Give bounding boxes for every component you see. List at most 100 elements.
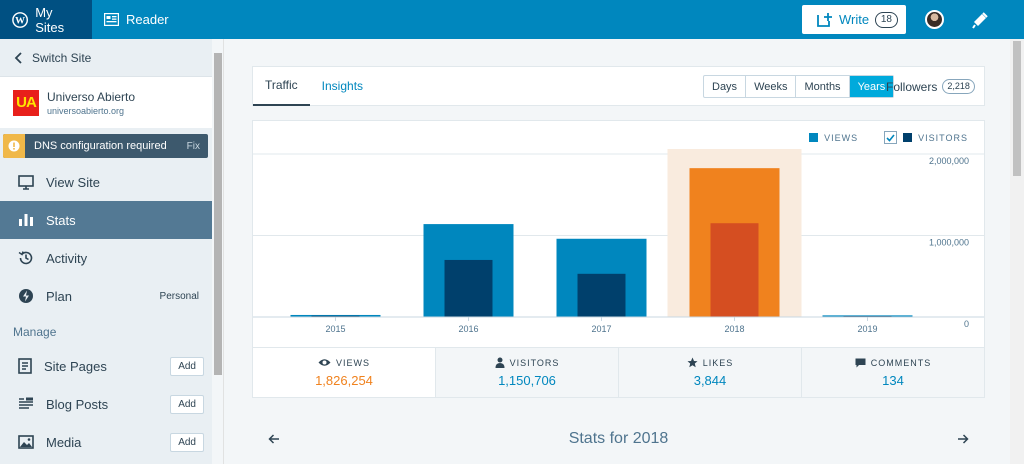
- sidebar-item-site-pages[interactable]: Site Pages Add: [0, 347, 212, 385]
- page-icon: [18, 358, 32, 374]
- sidebar-item-media[interactable]: Media Add: [0, 423, 212, 461]
- bar-visitors: [710, 223, 759, 317]
- sidebar-scrollbar[interactable]: [212, 39, 224, 464]
- sidebar-item-label: Blog Posts: [46, 396, 109, 412]
- switch-site-button[interactable]: Switch Site: [0, 39, 212, 77]
- my-sites-button[interactable]: W My Sites: [0, 0, 92, 39]
- sidebar-item-label: Plan: [46, 288, 73, 304]
- bar-visitors: [444, 259, 493, 317]
- summary-visitors-label-row: VISITORS: [495, 357, 560, 368]
- dns-notice-text: DNS configuration required: [34, 140, 167, 152]
- tab-traffic[interactable]: Traffic: [253, 67, 310, 106]
- sidebar-item-blog-posts[interactable]: Blog Posts Add: [0, 385, 212, 423]
- write-icon: [817, 12, 832, 27]
- summary-comments[interactable]: COMMENTS 134: [802, 348, 984, 397]
- period-selector: Days Weeks Months Years: [703, 75, 895, 98]
- page-scrollbar[interactable]: [1010, 39, 1024, 464]
- x-tick-label: 2015: [325, 324, 345, 334]
- drafts-count-badge: 18: [874, 11, 898, 28]
- y-tick-label: 1,000,000: [929, 238, 969, 248]
- add-media-button[interactable]: Add: [170, 432, 204, 452]
- stats-nav: Traffic Insights Days Weeks Months Years…: [252, 66, 985, 106]
- period-navigation: Stats for 2018: [252, 424, 985, 454]
- person-icon: [495, 357, 505, 368]
- current-site[interactable]: UA Universo Abierto universoabierto.org: [0, 77, 212, 128]
- my-sites-label: My Sites: [35, 4, 65, 35]
- sidebar-scroll-thumb[interactable]: [214, 53, 222, 375]
- page-scroll-thumb[interactable]: [1013, 41, 1021, 176]
- site-logo: UA: [13, 89, 39, 116]
- wordpress-icon: W: [12, 11, 29, 28]
- summary-views-label: VIEWS: [335, 357, 370, 368]
- write-button[interactable]: Write 18: [802, 5, 906, 34]
- sidebar-item-stats[interactable]: Stats: [0, 201, 212, 239]
- plan-tag: Personal: [159, 290, 199, 302]
- monitor-icon: [18, 174, 34, 190]
- sidebar-item-plan[interactable]: Plan Personal: [0, 277, 212, 315]
- svg-text:W: W: [15, 15, 25, 26]
- sidebar-item-label: Stats: [46, 212, 76, 228]
- manage-header: Manage: [13, 325, 57, 339]
- arrow-left-icon[interactable]: [268, 434, 280, 444]
- posts-icon: [19, 397, 33, 409]
- legend-views-swatch: [809, 133, 819, 142]
- sidebar-item-label: Activity: [46, 250, 88, 266]
- sidebar-item-label: Media: [46, 434, 82, 450]
- followers-label: Followers: [886, 79, 938, 94]
- summary-likes-value: 3,844: [693, 373, 727, 388]
- sidebar-item-view-site[interactable]: View Site: [0, 163, 212, 201]
- reader-label: Reader: [126, 12, 169, 27]
- period-years[interactable]: Years: [849, 76, 894, 97]
- switch-site-label: Switch Site: [32, 50, 92, 65]
- stats-chart[interactable]: 2,000,000 1,000,000 0 2015 2016 2017 2018 2019: [253, 149, 984, 347]
- add-page-button[interactable]: Add: [170, 356, 204, 376]
- history-icon: [18, 251, 33, 265]
- summary-comments-label-row: COMMENTS: [855, 358, 932, 368]
- x-tick-label: 2018: [724, 324, 744, 334]
- x-tick-label: 2019: [857, 324, 877, 334]
- dns-fix-link[interactable]: Fix: [186, 140, 200, 152]
- site-name: Universo Abierto: [47, 89, 136, 104]
- tab-insights[interactable]: Insights: [321, 79, 364, 93]
- y-tick-label: 0: [964, 319, 969, 329]
- avatar[interactable]: [925, 10, 944, 29]
- add-post-button[interactable]: Add: [170, 394, 204, 414]
- chart-card: VIEWS VISITORS 2,000,000 1,000,000 0 2015 20…: [252, 120, 985, 398]
- summary-views[interactable]: VIEWS 1,826,254: [253, 348, 436, 397]
- stats-icon: [19, 214, 33, 226]
- star-icon: [687, 357, 698, 368]
- period-weeks[interactable]: Weeks: [746, 76, 797, 97]
- bar-visitors: [311, 315, 360, 317]
- notifications-icon[interactable]: [970, 10, 990, 30]
- reader-button[interactable]: Reader: [92, 0, 181, 39]
- reader-icon: [104, 13, 119, 26]
- x-tick-label: 2016: [458, 324, 478, 334]
- legend-visitors-label: VISITORS: [918, 132, 968, 143]
- summary-views-label-row: VIEWS: [318, 358, 370, 368]
- legend-visitors-swatch: [903, 133, 913, 142]
- followers-link[interactable]: Followers 2,218: [886, 79, 975, 94]
- summary-visitors-label: VISITORS: [509, 357, 560, 368]
- legend-visitors-checkbox[interactable]: [884, 131, 898, 144]
- summary-visitors-value: 1,150,706: [498, 373, 556, 388]
- y-tick-label: 2,000,000: [929, 156, 969, 166]
- summary-visitors[interactable]: VISITORS 1,150,706: [436, 348, 619, 397]
- sidebar-item-label: View Site: [46, 174, 100, 190]
- sidebar-item-label: Site Pages: [44, 358, 107, 374]
- followers-count: 2,218: [942, 79, 975, 94]
- image-icon: [18, 435, 34, 449]
- chart-legend: VIEWS VISITORS: [809, 131, 968, 144]
- plan-icon: [19, 289, 33, 303]
- sidebar-nav: View Site Stats Activity Plan Personal M…: [0, 163, 212, 461]
- summary-comments-value: 134: [882, 372, 904, 388]
- period-months[interactable]: Months: [796, 76, 850, 97]
- summary-likes-label: LIKES: [702, 357, 734, 368]
- stats-period-title: Stats for 2018: [568, 430, 669, 447]
- x-tick-label: 2017: [591, 324, 611, 334]
- period-days[interactable]: Days: [704, 76, 747, 97]
- arrow-right-icon[interactable]: [957, 434, 969, 444]
- dns-notice[interactable]: DNS configuration required Fix: [3, 134, 208, 158]
- summary-likes[interactable]: LIKES 3,844: [619, 348, 802, 397]
- sidebar-item-activity[interactable]: Activity: [0, 239, 212, 277]
- site-url: universoabierto.org: [47, 105, 125, 116]
